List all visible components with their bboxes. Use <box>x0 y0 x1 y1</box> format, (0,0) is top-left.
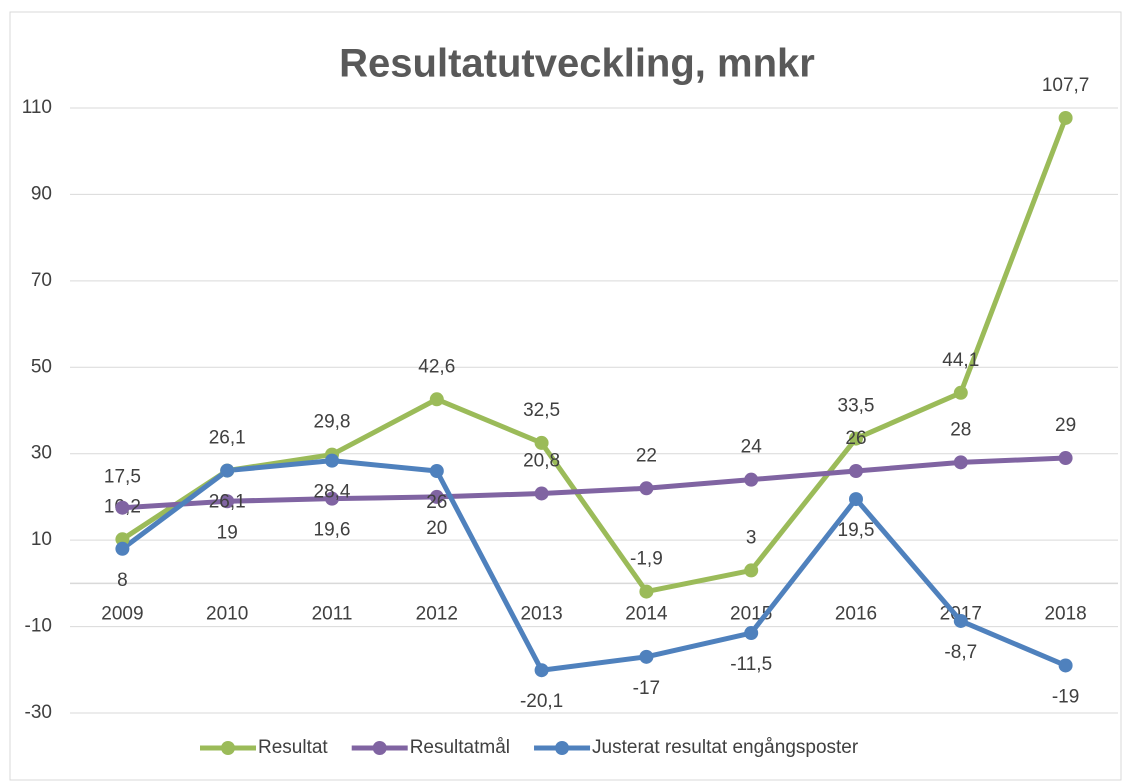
data-label: 107,7 <box>1042 75 1090 96</box>
point <box>953 455 968 470</box>
point <box>1058 110 1073 125</box>
x-tick-label: 2018 <box>1044 603 1086 624</box>
point <box>639 584 654 599</box>
x-tick-label: 2014 <box>625 603 668 624</box>
y-tick-label: 50 <box>31 356 52 377</box>
point <box>534 486 549 501</box>
data-label: 8 <box>117 570 128 591</box>
data-label: 19,5 <box>838 520 875 541</box>
data-label: -8,7 <box>944 642 977 663</box>
y-tick-label: 90 <box>31 183 52 204</box>
series-line <box>121 117 1068 595</box>
data-label: 32,5 <box>523 400 560 421</box>
chart-title: Resultatutveckling, mnkr <box>339 42 815 86</box>
point <box>325 453 339 468</box>
chart-frame <box>9 11 1122 781</box>
y-tick-label: -30 <box>25 702 52 723</box>
point <box>639 649 654 664</box>
data-label: 29 <box>1055 415 1076 436</box>
data-label: 19,6 <box>314 520 351 541</box>
point <box>744 563 759 578</box>
x-tick-label: 2009 <box>101 603 143 624</box>
data-label: 3 <box>746 527 757 548</box>
point <box>1058 451 1073 466</box>
data-label: -1,9 <box>630 549 663 570</box>
legend-label: Resultat <box>258 737 328 758</box>
x-tick-label: 2010 <box>206 603 248 624</box>
x-tick-label: 2012 <box>416 603 458 624</box>
y-tick-label: 10 <box>31 529 52 550</box>
data-label: 19 <box>217 522 238 543</box>
data-label: 28,4 <box>314 482 351 503</box>
data-label: 28 <box>950 419 971 440</box>
point <box>220 494 235 509</box>
data-label: 26,1 <box>209 428 246 449</box>
data-label: 33,5 <box>838 396 875 417</box>
point <box>220 463 235 478</box>
point <box>849 431 863 446</box>
data-label: 20 <box>426 518 447 539</box>
data-label: -20,1 <box>520 691 563 712</box>
legend-label: Resultatmål <box>410 737 510 758</box>
point <box>429 464 444 478</box>
y-tick-label: 70 <box>31 270 52 291</box>
point <box>429 489 444 504</box>
data-label: -11,5 <box>730 654 772 675</box>
y-tick-label: 110 <box>22 97 52 118</box>
legend-marker <box>555 741 570 755</box>
data-label: 24 <box>741 437 763 458</box>
x-tick-label: 2016 <box>835 603 877 624</box>
point <box>744 626 759 641</box>
point <box>534 435 549 450</box>
data-label: 20,8 <box>523 450 560 471</box>
data-label: 22 <box>636 445 657 466</box>
legend-marker <box>372 741 387 755</box>
point <box>849 492 863 507</box>
series-line <box>122 455 1066 511</box>
point <box>744 472 759 487</box>
data-label: 26 <box>845 428 866 449</box>
x-tick-label: 2011 <box>312 603 353 624</box>
point <box>534 663 549 678</box>
point <box>115 500 130 515</box>
data-label: 26,1 <box>209 492 246 513</box>
data-label: 44,1 <box>942 350 979 371</box>
data-label: -19 <box>1052 686 1079 707</box>
series-line <box>120 458 1067 673</box>
x-tick-label: 2013 <box>520 603 562 624</box>
point <box>1058 658 1073 673</box>
y-tick-label: 30 <box>31 443 52 464</box>
point <box>325 491 339 506</box>
point <box>849 464 863 478</box>
data-label: 26 <box>426 492 447 513</box>
data-label: 29,8 <box>314 412 351 433</box>
point <box>953 613 968 628</box>
data-label: 17,5 <box>104 467 141 488</box>
y-tick-label: -10 <box>25 616 52 637</box>
point <box>115 541 130 556</box>
data-label: -17 <box>633 678 660 699</box>
legend-label: Justerat resultat engångsposter <box>592 737 859 758</box>
point <box>639 481 654 496</box>
point <box>429 392 444 407</box>
data-label: 42,6 <box>418 356 455 377</box>
legend-marker <box>221 741 235 755</box>
point <box>953 385 968 400</box>
